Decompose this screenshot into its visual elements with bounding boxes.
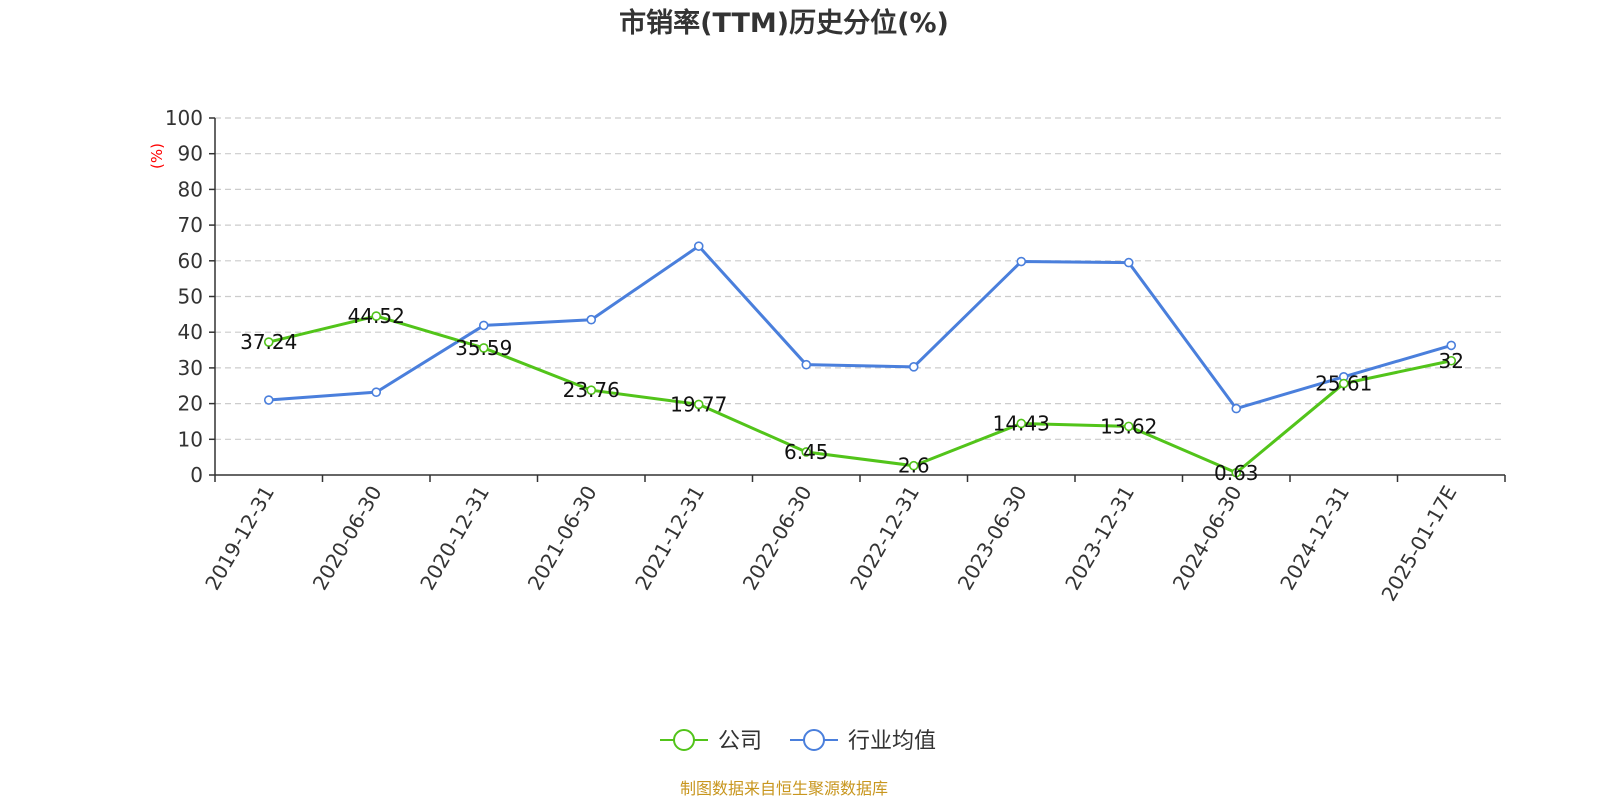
series-1-point xyxy=(371,387,382,397)
series-1-point xyxy=(693,241,704,251)
x-tick-label: 2021-12-31 xyxy=(630,482,709,595)
series-0-point xyxy=(1016,418,1027,429)
series-0-point xyxy=(1231,467,1242,478)
data-label: 0.63 xyxy=(1214,461,1259,485)
series-1-point xyxy=(1231,403,1242,414)
y-axis: 0 10 20 30 40 50 60 70 80 90 100 xyxy=(165,106,216,487)
series-1-point xyxy=(586,314,597,325)
data-label: 37.24 xyxy=(240,330,297,354)
series-0-point xyxy=(801,447,812,457)
grid-lines xyxy=(215,117,1505,440)
series-0-point xyxy=(478,343,489,353)
data-label: 32 xyxy=(1439,349,1464,373)
y-tick-label: 30 xyxy=(178,356,203,380)
y-tick-label: 100 xyxy=(165,106,203,130)
y-axis-unit: (%) xyxy=(148,143,166,169)
legend-label: 公司 xyxy=(718,729,762,754)
y-tick-label: 10 xyxy=(178,427,203,451)
series-1-point xyxy=(1016,256,1027,267)
series-0-point xyxy=(586,385,597,395)
series-1-point xyxy=(263,395,274,405)
x-tick-label: 2023-06-30 xyxy=(953,482,1032,595)
legend-label: 行业均值 xyxy=(848,729,936,754)
data-label: 25.61 xyxy=(1315,372,1372,396)
series-0-point xyxy=(908,460,919,471)
series-0-point xyxy=(263,337,274,347)
y-tick-label: 50 xyxy=(178,285,203,309)
x-tick-label: 2022-12-31 xyxy=(845,482,924,595)
x-tick-label: 2021-06-30 xyxy=(523,482,602,595)
y-tick-label: 70 xyxy=(178,213,203,237)
y-tick-label: 60 xyxy=(178,249,203,273)
series-0-point xyxy=(1123,421,1134,432)
data-label: 44.52 xyxy=(348,304,405,328)
y-tick-label: 20 xyxy=(178,392,203,416)
series-line-0 xyxy=(268,314,1452,475)
series-layer xyxy=(263,241,1457,478)
legend-swatch-marker xyxy=(673,729,695,751)
y-tick-label: 80 xyxy=(178,177,203,201)
series-1-point xyxy=(1123,257,1134,268)
y-tick-label: 0 xyxy=(190,463,203,487)
series-line-1 xyxy=(268,244,1452,411)
legend-swatch-marker xyxy=(803,729,825,751)
data-label: 6.45 xyxy=(784,440,829,464)
data-label: 14.43 xyxy=(993,411,1050,435)
x-tick-label: 2024-06-30 xyxy=(1168,482,1247,595)
data-label: 35.59 xyxy=(455,336,512,360)
data-label: 19.77 xyxy=(670,392,727,416)
series-0-point xyxy=(371,311,382,321)
series-0-point xyxy=(1338,378,1349,389)
series-1-point xyxy=(478,320,489,331)
x-tick-label: 2022-06-30 xyxy=(738,482,817,595)
data-label: 13.62 xyxy=(1100,414,1157,438)
y-tick-label: 40 xyxy=(178,320,203,344)
series-1-point xyxy=(1446,340,1457,351)
x-tick-label: 2024-12-31 xyxy=(1275,482,1354,595)
data-label: 2.6 xyxy=(898,454,930,478)
series-1-point xyxy=(801,359,812,370)
x-tick-label: 2020-12-31 xyxy=(415,482,494,595)
data-labels: 37.24 44.52 35.59 23.76 19.77 6.45 2.6 14.43 13.… xyxy=(240,304,1464,485)
legend: 公司 行业均值 xyxy=(660,729,936,754)
x-tick-label: 2019-12-31 xyxy=(200,482,279,595)
series-1-point xyxy=(908,362,919,372)
series-0-point xyxy=(693,399,704,410)
x-tick-label: 2020-06-30 xyxy=(308,482,387,595)
y-tick-label: 90 xyxy=(178,142,203,166)
x-tick-label: 2023-12-31 xyxy=(1060,482,1139,595)
x-axis: 2019-12-31 2020-06-30 2020-12-31 2021-06-30… xyxy=(200,474,1506,606)
source-note: 制图数据来自恒生聚源数据库 xyxy=(680,779,888,798)
chart-title: 市销率(TTM)历史分位(%) xyxy=(619,7,949,39)
series-0-point xyxy=(1446,355,1457,366)
x-tick-label: 2025-01-17E xyxy=(1376,482,1461,606)
data-label: 23.76 xyxy=(563,378,620,402)
